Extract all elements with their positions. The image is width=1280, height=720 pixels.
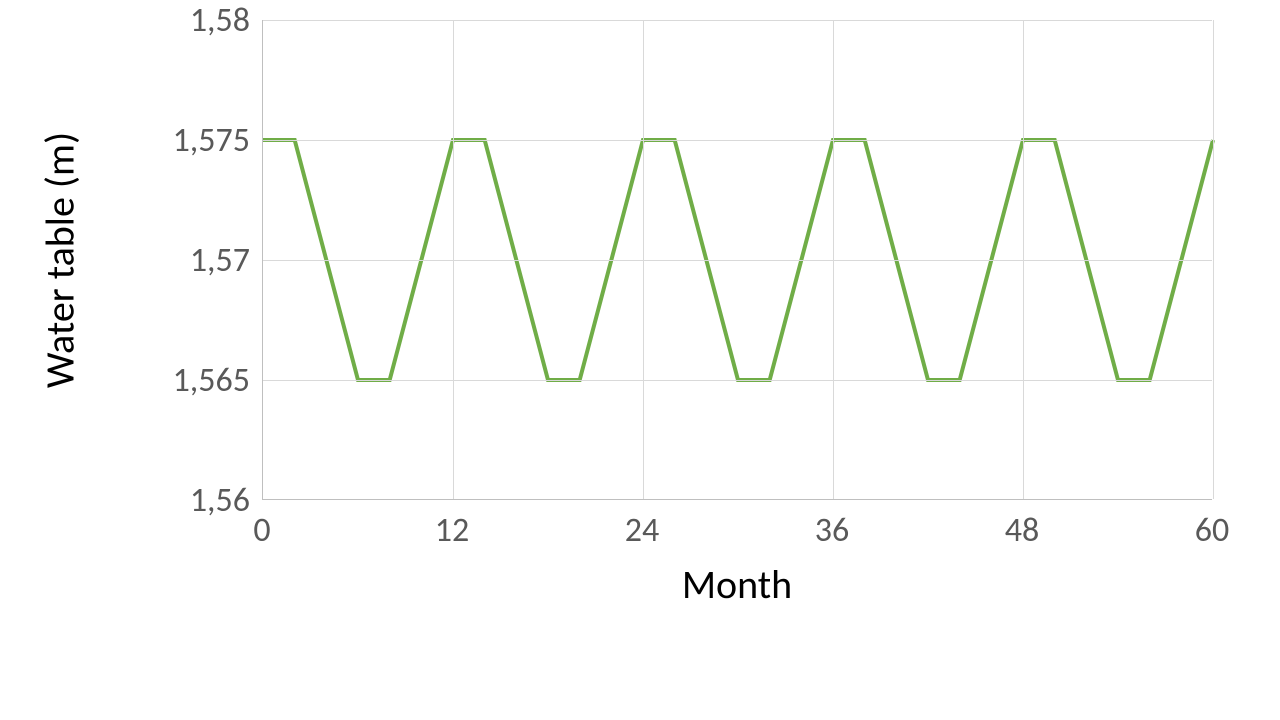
x-tick-label: 12: [412, 510, 492, 551]
gridline-horizontal: [263, 260, 1212, 261]
gridline-vertical: [1213, 20, 1214, 499]
gridline-horizontal: [263, 380, 1212, 381]
gridline-horizontal: [263, 20, 1212, 21]
x-axis-label: Month: [262, 560, 1212, 609]
gridline-horizontal: [263, 140, 1212, 141]
x-tick-label: 0: [222, 510, 302, 551]
x-tick-label: 48: [982, 510, 1062, 551]
y-tick-label: 1,565: [173, 360, 250, 401]
y-tick-label: 1,58: [190, 0, 250, 41]
x-tick-label: 36: [792, 510, 872, 551]
y-tick-label: 1,575: [173, 120, 250, 161]
y-axis-label: Water table (m): [36, 132, 85, 388]
x-tick-label: 60: [1172, 510, 1252, 551]
plot-area: [262, 20, 1212, 500]
water-table-chart: Water table (m) Month 1,561,5651,571,575…: [0, 0, 1280, 720]
y-tick-label: 1,57: [190, 240, 250, 281]
x-tick-label: 24: [602, 510, 682, 551]
